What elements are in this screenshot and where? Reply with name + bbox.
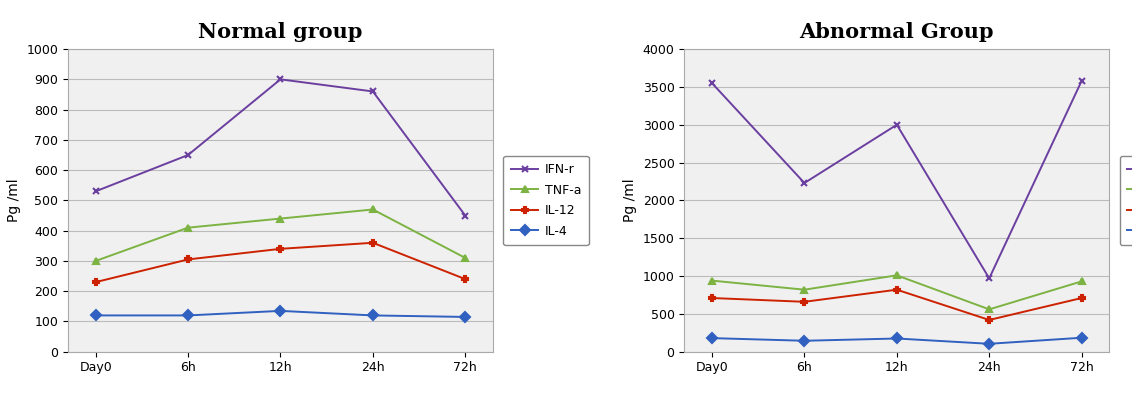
IFN-r bbox=[181, 153, 195, 157]
IL-4 bbox=[798, 338, 812, 343]
IFN-r bbox=[798, 180, 812, 185]
IFN-r bbox=[458, 213, 472, 218]
Line: TNF-a: TNF-a bbox=[709, 272, 1086, 313]
IL-4 bbox=[181, 313, 195, 318]
IL-12 bbox=[458, 276, 472, 281]
IFN-r bbox=[705, 81, 719, 85]
IL-12 bbox=[88, 280, 102, 285]
Line: IFN-r: IFN-r bbox=[92, 76, 469, 219]
IL-12 bbox=[366, 240, 379, 245]
IL-12 bbox=[181, 257, 195, 262]
IFN-r bbox=[983, 276, 996, 281]
Line: IL-12: IL-12 bbox=[92, 239, 469, 285]
TNF-a bbox=[458, 256, 472, 261]
IL-4 bbox=[1075, 335, 1089, 340]
TNF-a bbox=[798, 287, 812, 292]
IL-4 bbox=[705, 336, 719, 341]
Title: Normal group: Normal group bbox=[198, 22, 362, 42]
TNF-a bbox=[890, 273, 903, 278]
IL-4 bbox=[366, 313, 379, 318]
IFN-r bbox=[366, 89, 379, 94]
Legend: IFN-r, TNF-a, IL-12, IL-4: IFN-r, TNF-a, IL-12, IL-4 bbox=[504, 156, 589, 245]
Line: TNF-a: TNF-a bbox=[92, 206, 469, 264]
Legend: IFN-r, TNF-a, IL-12, IL-4: IFN-r, TNF-a, IL-12, IL-4 bbox=[1120, 156, 1132, 245]
IFN-r bbox=[274, 77, 288, 82]
IL-12 bbox=[983, 317, 996, 322]
Title: Abnormal Group: Abnormal Group bbox=[799, 22, 994, 42]
Y-axis label: Pg /ml: Pg /ml bbox=[623, 179, 637, 222]
IFN-r bbox=[890, 122, 903, 127]
IFN-r bbox=[88, 189, 102, 194]
TNF-a bbox=[88, 258, 102, 263]
IL-4 bbox=[890, 336, 903, 341]
IL-4 bbox=[458, 315, 472, 319]
IL-12 bbox=[890, 287, 903, 292]
IL-12 bbox=[274, 246, 288, 251]
IL-4 bbox=[274, 308, 288, 313]
TNF-a bbox=[366, 207, 379, 212]
Y-axis label: Pg /ml: Pg /ml bbox=[7, 179, 20, 222]
TNF-a bbox=[181, 225, 195, 230]
IL-4 bbox=[983, 342, 996, 346]
IFN-r bbox=[1075, 79, 1089, 83]
Line: IL-4: IL-4 bbox=[92, 308, 469, 320]
IL-12 bbox=[1075, 296, 1089, 301]
Line: IL-12: IL-12 bbox=[709, 286, 1086, 324]
Line: IFN-r: IFN-r bbox=[709, 77, 1086, 282]
IL-4 bbox=[88, 313, 102, 318]
TNF-a bbox=[274, 216, 288, 221]
TNF-a bbox=[1075, 279, 1089, 284]
IL-12 bbox=[705, 296, 719, 301]
Line: IL-4: IL-4 bbox=[709, 334, 1086, 347]
TNF-a bbox=[705, 278, 719, 283]
IL-12 bbox=[798, 299, 812, 304]
TNF-a bbox=[983, 307, 996, 312]
